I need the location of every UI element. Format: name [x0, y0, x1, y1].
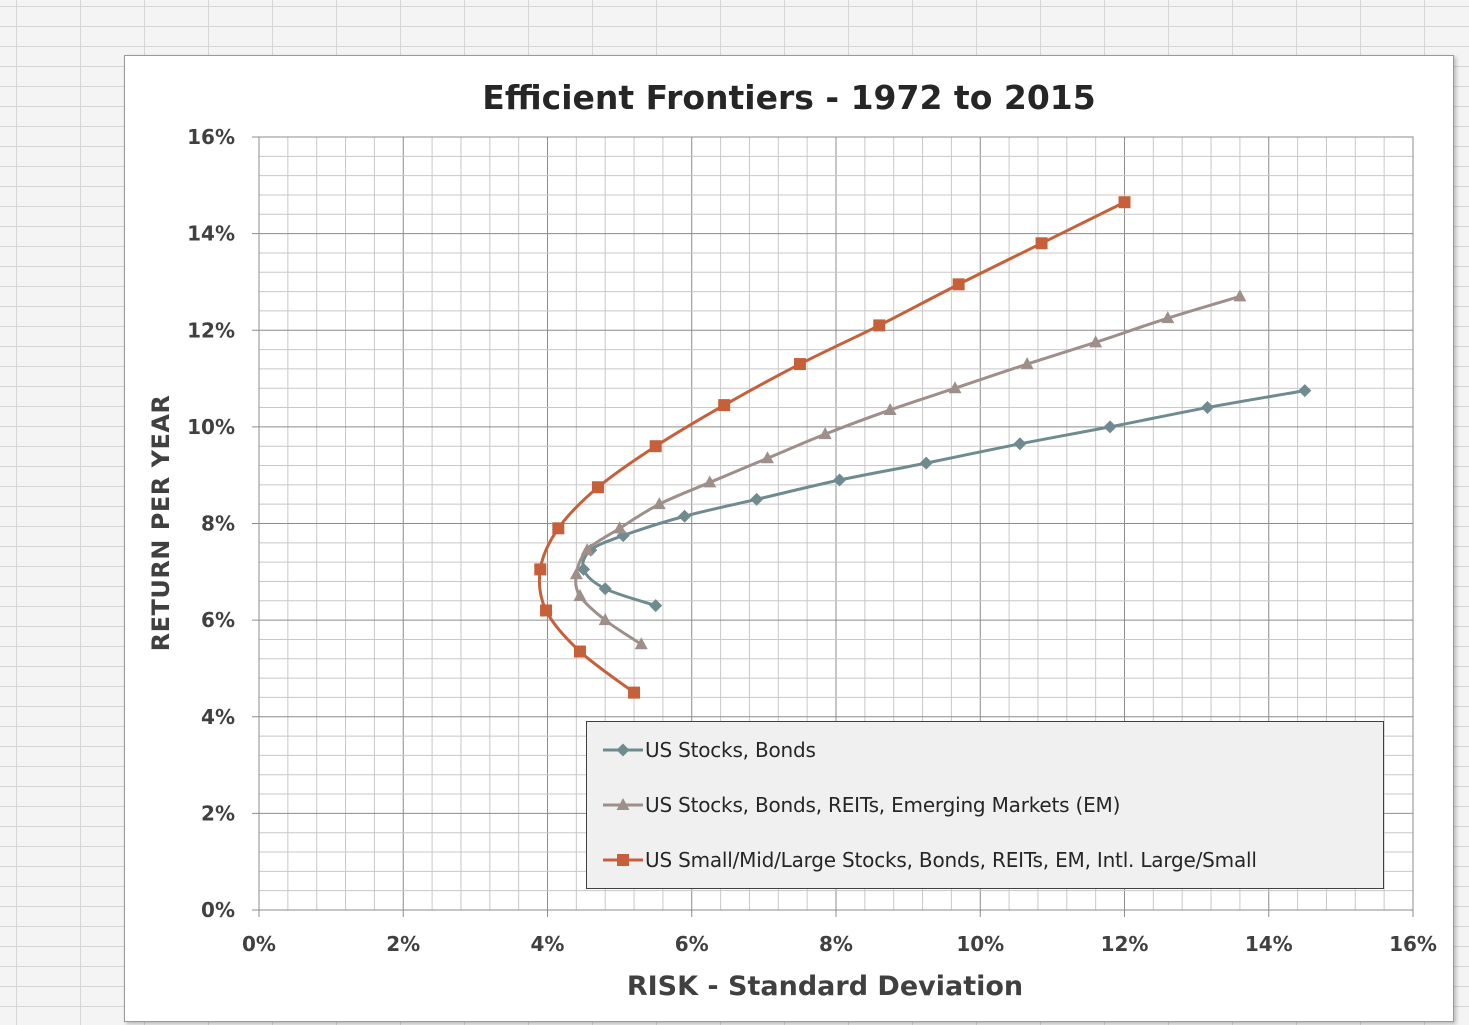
series-line	[574, 294, 1241, 646]
y-tick-label: 14%	[187, 222, 235, 246]
legend-item-us-stocks-bonds: US Stocks, Bonds	[601, 733, 816, 767]
y-tick-label: 12%	[187, 318, 235, 342]
data-point-triangle	[580, 543, 594, 556]
legend-label: US Stocks, Bonds, REITs, Emerging Market…	[645, 793, 1121, 817]
x-tick-label: 12%	[1101, 932, 1149, 956]
data-point-square	[628, 686, 641, 699]
data-point-square	[793, 358, 806, 371]
series-1	[569, 289, 1247, 650]
data-point-square	[591, 481, 604, 494]
data-point-diamond	[1103, 420, 1117, 434]
data-point-diamond	[1298, 384, 1312, 398]
series-line	[537, 200, 1126, 694]
data-point-triangle	[1161, 311, 1175, 324]
data-point-diamond	[577, 562, 591, 576]
data-point-diamond	[833, 473, 847, 487]
data-point-triangle	[1020, 357, 1034, 370]
data-point-diamond	[616, 743, 630, 757]
data-point-triangle	[1233, 289, 1247, 302]
y-tick-label: 2%	[201, 801, 235, 825]
data-point-square	[718, 399, 731, 412]
data-point-square	[873, 319, 886, 332]
data-point-diamond	[1013, 437, 1027, 451]
x-tick-label: 10%	[956, 932, 1004, 956]
y-tick-label: 6%	[201, 608, 235, 632]
data-point-diamond	[1200, 401, 1214, 415]
data-point-diamond	[598, 582, 612, 596]
legend-item-small-mid-large-intl: US Small/Mid/Large Stocks, Bonds, REITs,…	[601, 843, 1257, 877]
series-0	[577, 384, 1312, 613]
y-tick-label: 16%	[187, 125, 235, 149]
data-point-square	[534, 563, 547, 576]
chart-panel: 0% 2% 4% 6% 8% 10% 12% 14% 16% 0% 2% 4% 6% 8% 10% 12% 14…	[124, 55, 1454, 1022]
x-tick-label: 4%	[531, 932, 565, 956]
data-point-square	[617, 854, 629, 866]
x-tick-label: 2%	[386, 932, 420, 956]
data-point-diamond	[678, 509, 692, 523]
data-point-square	[649, 440, 662, 453]
data-point-diamond	[649, 599, 663, 613]
data-point-diamond	[919, 456, 933, 470]
data-point-square	[952, 278, 965, 291]
data-point-triangle	[569, 567, 583, 580]
data-point-triangle	[573, 588, 587, 601]
y-tick-label: 0%	[201, 898, 235, 922]
data-point-triangle	[598, 613, 612, 626]
data-point-triangle	[703, 475, 717, 488]
data-point-square	[1035, 237, 1048, 250]
x-tick-label: 0%	[242, 932, 276, 956]
x-tick-label: 16%	[1389, 932, 1437, 956]
x-tick-label: 8%	[819, 932, 853, 956]
data-point-triangle	[616, 798, 630, 810]
y-axis-label-text: RETURN PER YEAR	[147, 394, 175, 652]
chart-legend: US Stocks, Bonds US Stocks, Bonds, REITs…	[586, 721, 1384, 889]
y-tick-label: 4%	[201, 705, 235, 729]
series-2	[534, 196, 1131, 699]
legend-item-stocks-bonds-reits-em: US Stocks, Bonds, REITs, Emerging Market…	[601, 788, 1120, 822]
data-point-triangle	[1089, 335, 1103, 348]
data-point-diamond	[750, 492, 764, 506]
y-tick-label: 8%	[201, 512, 235, 536]
y-tick-label: 10%	[187, 415, 235, 439]
x-axis-label: RISK - Standard Deviation	[626, 971, 1024, 1002]
data-point-triangle	[652, 497, 666, 510]
x-tick-label: 6%	[675, 932, 709, 956]
data-point-triangle	[883, 402, 897, 415]
data-point-triangle	[760, 451, 774, 464]
legend-label: US Stocks, Bonds	[645, 738, 816, 762]
data-point-square	[552, 522, 565, 535]
data-point-triangle	[818, 427, 832, 440]
data-point-triangle	[613, 521, 627, 534]
data-point-triangle	[948, 381, 962, 394]
data-point-square	[573, 645, 586, 658]
x-tick-label: 14%	[1245, 932, 1293, 956]
legend-swatch-square-icon	[603, 854, 643, 866]
legend-label: US Small/Mid/Large Stocks, Bonds, REITs,…	[645, 848, 1257, 872]
data-point-triangle	[634, 637, 648, 650]
legend-swatch-triangle-icon	[603, 798, 643, 810]
data-point-square	[1118, 196, 1131, 209]
data-point-square	[540, 604, 553, 617]
legend-swatch-diamond-icon	[603, 743, 643, 757]
chart-title: Efficient Frontiers - 1972 to 2015	[482, 78, 1096, 117]
